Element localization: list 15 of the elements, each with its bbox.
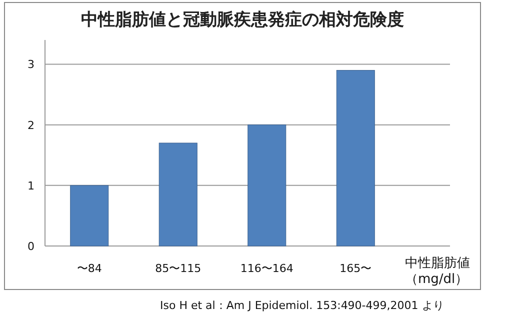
bar (248, 124, 286, 246)
bar (70, 185, 109, 246)
bar (336, 70, 375, 246)
x-tick-label: 85〜115 (155, 262, 202, 275)
y-tick-label: 2 (28, 118, 34, 132)
y-tick-label: 0 (28, 240, 34, 253)
y-tick-label: 1 (28, 179, 34, 192)
x-tick-label: 〜84 (76, 262, 102, 275)
chart-title: 中性脂肪値と冠動脈疾患発症の相対危険度 (80, 9, 405, 31)
x-axis-title: 中性脂肪値（mg/dl） (405, 256, 471, 288)
text: Iso H et al：Am J Epidemiol. 153:490-499,2001 より (160, 298, 444, 313)
y-tick-label: 3 (28, 58, 34, 72)
x-tick-label: 116〜164 (240, 262, 294, 275)
bar (158, 142, 198, 246)
x-tick-label: 165〜 (340, 262, 372, 275)
